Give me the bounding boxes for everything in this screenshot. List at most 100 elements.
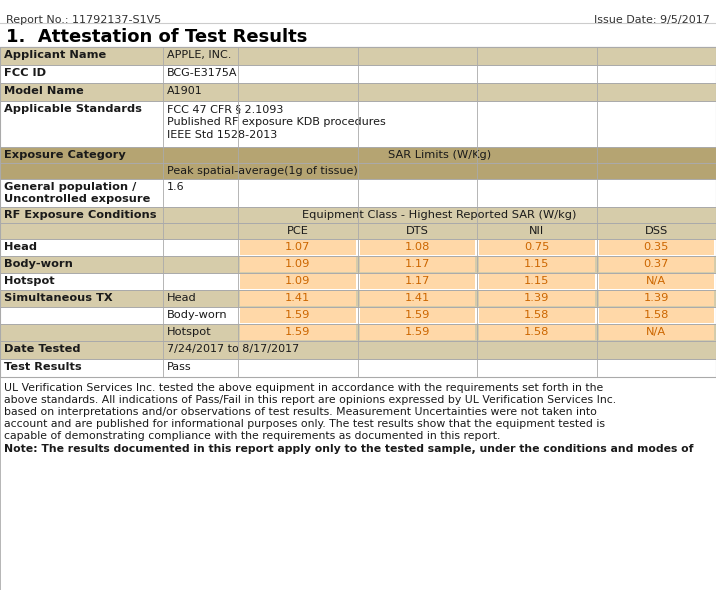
Text: 1.6: 1.6 — [167, 182, 185, 192]
Text: 1.15: 1.15 — [524, 276, 549, 286]
Bar — [479, 291, 594, 306]
Bar — [0, 359, 716, 377]
Bar — [240, 291, 356, 306]
Text: 1.41: 1.41 — [285, 293, 310, 303]
Bar — [479, 325, 594, 340]
Bar — [240, 240, 356, 255]
Text: BCG-E3175A: BCG-E3175A — [167, 68, 238, 78]
Bar — [0, 147, 716, 163]
Text: N/A: N/A — [646, 276, 667, 286]
Text: Hotspot: Hotspot — [167, 327, 212, 337]
Text: 1.39: 1.39 — [524, 293, 549, 303]
Bar — [359, 240, 475, 255]
Bar — [0, 239, 716, 256]
Text: Hotspot: Hotspot — [4, 276, 54, 286]
Bar — [479, 308, 594, 323]
Text: Applicant Name: Applicant Name — [4, 50, 106, 60]
Bar — [0, 290, 716, 307]
Bar — [0, 377, 716, 590]
Text: 1.58: 1.58 — [524, 310, 549, 320]
Text: 1.59: 1.59 — [405, 327, 430, 337]
Text: 1.08: 1.08 — [405, 242, 430, 252]
Text: Body-worn: Body-worn — [167, 310, 228, 320]
Text: DSS: DSS — [644, 226, 668, 236]
Text: APPLE, INC.: APPLE, INC. — [167, 50, 231, 60]
Text: Pass: Pass — [167, 362, 192, 372]
Text: Equipment Class - Highest Reported SAR (W/kg): Equipment Class - Highest Reported SAR (… — [302, 210, 576, 220]
Text: 0.37: 0.37 — [644, 259, 669, 269]
Text: 1.  Attestation of Test Results: 1. Attestation of Test Results — [6, 28, 307, 46]
Bar — [240, 325, 356, 340]
Bar — [599, 308, 714, 323]
Bar — [359, 291, 475, 306]
Text: SAR Limits (W/Kg): SAR Limits (W/Kg) — [388, 150, 491, 160]
Bar — [0, 223, 716, 239]
Bar — [599, 257, 714, 272]
Text: Simultaneous TX: Simultaneous TX — [4, 293, 112, 303]
Bar — [479, 274, 594, 289]
Text: Head: Head — [4, 242, 37, 252]
Text: UL Verification Services Inc. tested the above equipment in accordance with the : UL Verification Services Inc. tested the… — [4, 383, 604, 393]
Bar — [0, 83, 716, 101]
Text: 1.17: 1.17 — [405, 259, 430, 269]
Text: Date Tested: Date Tested — [4, 344, 80, 354]
Bar — [0, 179, 716, 207]
Text: 1.41: 1.41 — [405, 293, 430, 303]
Bar — [599, 291, 714, 306]
Bar — [599, 274, 714, 289]
Bar — [0, 207, 716, 223]
Text: 1.39: 1.39 — [644, 293, 669, 303]
Text: above standards. All indications of Pass/Fail in this report are opinions expres: above standards. All indications of Pass… — [4, 395, 616, 405]
Text: General population /
Uncontrolled exposure: General population / Uncontrolled exposu… — [4, 182, 150, 204]
Text: Applicable Standards: Applicable Standards — [4, 104, 142, 114]
Text: A1901: A1901 — [167, 86, 203, 96]
Text: 1.59: 1.59 — [285, 327, 311, 337]
Bar — [359, 274, 475, 289]
Bar — [0, 273, 716, 290]
Bar — [0, 101, 716, 147]
Text: 1.15: 1.15 — [524, 259, 549, 269]
Bar — [599, 240, 714, 255]
Text: 1.09: 1.09 — [285, 259, 311, 269]
Bar — [359, 308, 475, 323]
Text: NII: NII — [529, 226, 544, 236]
Text: 1.09: 1.09 — [285, 276, 311, 286]
Bar — [0, 256, 716, 273]
Bar — [0, 163, 716, 179]
Text: Model Name: Model Name — [4, 86, 84, 96]
Text: Issue Date: 9/5/2017: Issue Date: 9/5/2017 — [594, 15, 710, 25]
Text: 0.35: 0.35 — [644, 242, 669, 252]
Text: Note: The results documented in this report apply only to the tested sample, und: Note: The results documented in this rep… — [4, 444, 694, 454]
Bar — [0, 341, 716, 359]
Bar — [0, 307, 716, 324]
Text: 1.07: 1.07 — [285, 242, 311, 252]
Text: Peak spatial-average(1g of tissue): Peak spatial-average(1g of tissue) — [167, 166, 358, 176]
Bar — [359, 325, 475, 340]
Text: Published RF exposure KDB procedures: Published RF exposure KDB procedures — [167, 117, 386, 127]
Text: IEEE Std 1528-2013: IEEE Std 1528-2013 — [167, 130, 277, 140]
Text: Exposure Category: Exposure Category — [4, 150, 126, 160]
Text: 1.59: 1.59 — [405, 310, 430, 320]
Bar — [599, 325, 714, 340]
Text: 1.17: 1.17 — [405, 276, 430, 286]
Text: RF Exposure Conditions: RF Exposure Conditions — [4, 210, 157, 220]
Bar — [240, 308, 356, 323]
Text: capable of demonstrating compliance with the requirements as documented in this : capable of demonstrating compliance with… — [4, 431, 500, 441]
Bar — [479, 240, 594, 255]
Text: 0.75: 0.75 — [524, 242, 549, 252]
Text: Report No.: 11792137-S1V5: Report No.: 11792137-S1V5 — [6, 15, 161, 25]
Bar — [240, 257, 356, 272]
Bar — [479, 257, 594, 272]
Text: 1.59: 1.59 — [285, 310, 311, 320]
Bar — [0, 324, 716, 341]
Text: 1.58: 1.58 — [524, 327, 549, 337]
Bar — [359, 257, 475, 272]
Text: Body-worn: Body-worn — [4, 259, 73, 269]
Text: 7/24/2017 to 8/17/2017: 7/24/2017 to 8/17/2017 — [167, 344, 299, 354]
Text: FCC 47 CFR § 2.1093: FCC 47 CFR § 2.1093 — [167, 104, 284, 114]
Text: Test Results: Test Results — [4, 362, 82, 372]
Text: Head: Head — [167, 293, 197, 303]
Bar — [0, 47, 716, 377]
Text: PCE: PCE — [287, 226, 309, 236]
Text: 1.58: 1.58 — [644, 310, 669, 320]
